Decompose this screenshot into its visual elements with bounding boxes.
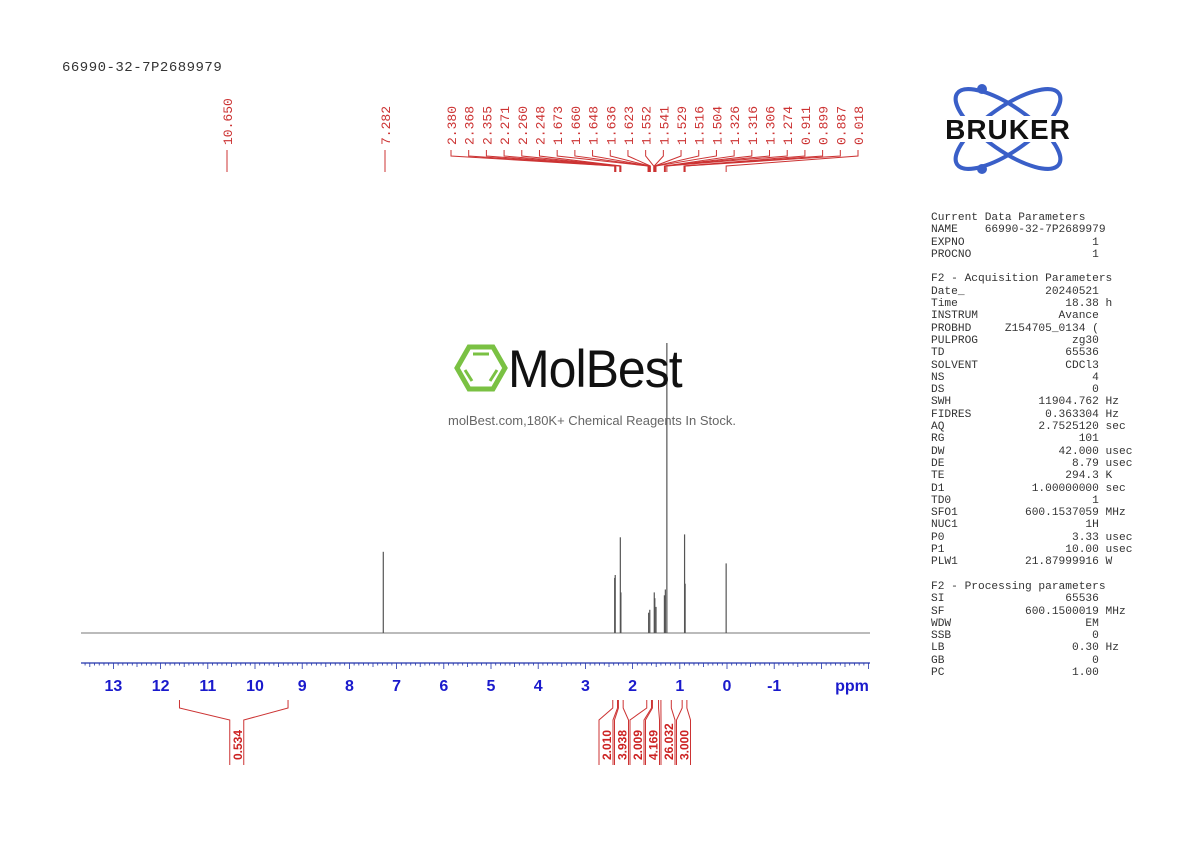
param-row: SOLVENT CDCl3 [931,359,1099,372]
axis-tick-label: 0 [723,678,732,695]
param-row: LB 0.30 Hz [931,642,1119,655]
ppm-axis: 13 12 11 10 9 8 7 6 5 4 3 2 1 0 -1 ppm [81,662,870,695]
integral-value: 26.032 [662,723,676,760]
axis-tick-label: 2 [628,678,637,695]
param-section-title: F2 - Acquisition Parameters [931,273,1113,286]
peak-shift-label: 1.274 [781,106,796,145]
peak-shift-label: 0.018 [852,106,867,145]
param-row: FIDRES 0.363304 Hz [931,408,1119,421]
axis-unit-label: ppm [835,678,869,695]
peak-shift-label: 1.316 [746,106,761,145]
param-row: D1 1.00000000 sec [931,482,1126,495]
param-row: SSB 0 [931,630,1099,643]
axis-tick-label: 9 [298,678,307,695]
axis-tick-label: 6 [439,678,448,695]
integral-group: 0.534 2.010 3.938 2.009 4.169 26.032 3.000 [178,700,692,765]
axis-tick-label: 12 [152,678,170,695]
param-row: GB 0 [931,654,1099,667]
param-row: DS 0 [931,384,1099,397]
param-row: EXPNO 1 [931,236,1099,249]
peak-shift-label: 0.911 [799,106,814,145]
peak-shift-label: 1.623 [622,106,637,145]
param-row: RG 101 [931,433,1099,446]
peak-shift-label: 1.648 [587,106,602,145]
axis-tick-label: 3 [581,678,590,695]
integral-value: 3.000 [678,730,692,760]
integral-value: 4.169 [647,730,661,760]
param-row: SF 600.1500019 MHz [931,605,1126,618]
peak-shift-label: 10.650 [221,98,236,145]
param-row: Time 18.38 h [931,298,1113,311]
integral-value: 0.534 [231,730,245,760]
peak-label-group: 10.650 7.282 2.380 2.368 2.355 2.271 2.260 2.24… [221,98,867,172]
peak-shift-label: 2.271 [498,106,513,145]
param-row: Date_ 20240521 [931,285,1099,298]
peak-shift-label: 7.282 [379,106,394,145]
param-row: SWH 11904.762 Hz [931,396,1119,409]
molbest-tagline: molBest.com,180K+ Chemical Reagents In S… [448,413,736,428]
param-row: SFO1 600.1537059 MHz [931,507,1126,520]
peak-shift-label: 1.326 [728,106,743,145]
param-row: PULPROG zg30 [931,334,1099,347]
peak-shift-label: 1.504 [710,106,725,145]
param-row: TE 294.3 K [931,470,1113,483]
param-section-title: F2 - Processing parameters [931,580,1106,593]
peak-shift-label: 2.355 [480,106,495,145]
integral-value: 2.010 [600,730,614,760]
svg-text:BRUKER: BRUKER [945,114,1071,145]
param-row: PC 1.00 [931,666,1099,679]
axis-tick-label: 8 [345,678,354,695]
param-row: NS 4 [931,371,1099,384]
spectrum-trace [81,343,870,634]
param-row: NUC1 1H [931,519,1099,532]
peak-shift-label: 1.306 [764,106,779,145]
param-row: SI 65536 [931,593,1099,606]
axis-tick-label: 1 [675,678,684,695]
param-row: DW 42.000 usec [931,445,1133,458]
axis-tick-label: 11 [199,678,216,695]
axis-tick-label: 5 [487,678,496,695]
param-row: TD0 1 [931,494,1099,507]
peak-shift-label: 2.260 [516,106,531,145]
param-row: PROBHD Z154705_0134 ( [931,322,1099,335]
peak-shift-label: 1.529 [675,106,690,145]
acquisition-parameters-panel: Current Data Parameters NAME 66990-32-7P2… [931,212,1132,679]
peak-shift-label: 2.368 [463,106,478,145]
param-row: NAME 66990-32-7P2689979 [931,224,1106,237]
molbest-brand: MolBest [508,339,683,399]
axis-tick-label: 7 [392,678,401,695]
peak-shift-label: 2.380 [445,106,460,145]
param-row: PLW1 21.87999916 W [931,556,1113,569]
sample-name: 66990-32-7P2689979 [62,60,223,76]
param-row: AQ 2.7525120 sec [931,421,1126,434]
peak-shift-label: 1.673 [551,106,566,145]
param-row: TD 65536 [931,347,1099,360]
bruker-logo-icon: BRUKER [924,84,1092,174]
peak-shift-label: 0.887 [834,106,849,145]
axis-tick-label: 4 [534,678,543,695]
param-row: INSTRUM Avance [931,310,1099,323]
param-row: P1 10.00 usec [931,544,1133,557]
peak-shift-label: 1.660 [569,106,584,145]
peak-shift-label: 1.552 [640,106,655,145]
axis-tick-label: -1 [767,678,781,695]
peak-shift-label: 0.899 [817,106,832,145]
param-row: P0 3.33 usec [931,531,1133,544]
integral-value: 3.938 [616,730,630,760]
peak-shift-label: 1.516 [693,106,708,145]
molbest-hexagon-icon [454,344,508,392]
peak-shift-label: 1.541 [657,106,672,145]
axis-tick-label: 13 [105,678,123,695]
param-section-title: Current Data Parameters [931,212,1086,224]
param-row: DE 8.79 usec [931,457,1133,470]
peak-shift-label: 1.636 [604,106,619,145]
peak-shift-label: 2.248 [533,106,548,145]
param-row: PROCNO 1 [931,248,1099,261]
axis-tick-label: 10 [246,678,264,695]
integral-value: 2.009 [631,730,645,760]
param-row: WDW EM [931,617,1099,630]
